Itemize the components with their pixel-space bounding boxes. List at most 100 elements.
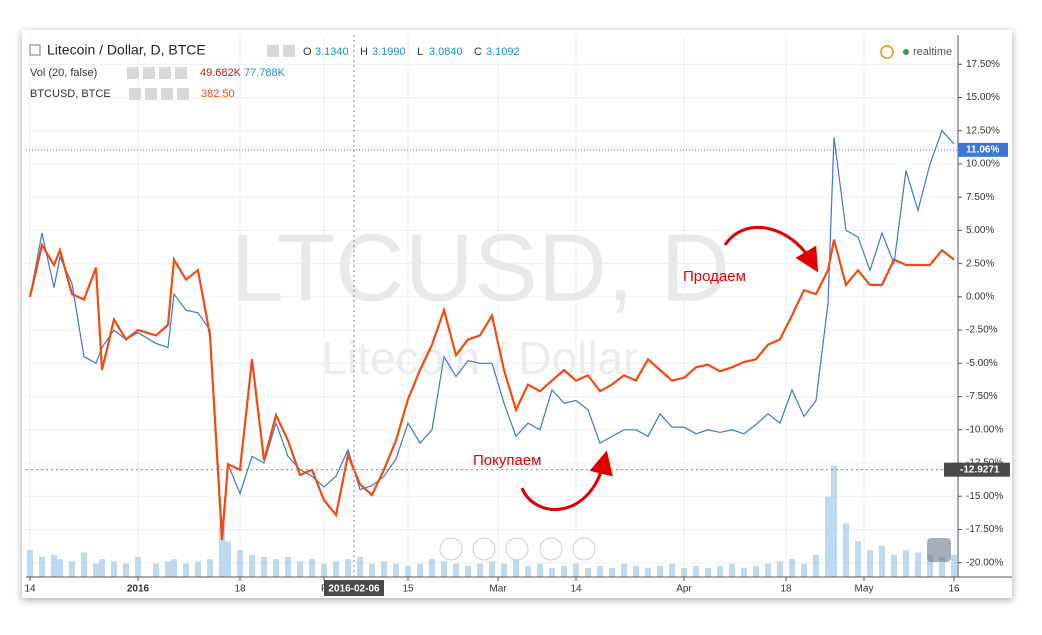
button[interactable] (267, 45, 279, 57)
volume-bar (717, 565, 723, 577)
crosshair-x-label: 2016-02-06 (328, 584, 380, 595)
volume-bar (525, 565, 531, 577)
buy-arrow (520, 450, 613, 511)
volume-bar (561, 565, 567, 577)
crosshair-x-box (324, 580, 384, 596)
volume-bar (657, 565, 663, 577)
button[interactable] (143, 67, 155, 79)
ohlc-value: 3.1340 (315, 46, 349, 58)
volume-bar (777, 561, 783, 577)
volume-bar (237, 550, 243, 577)
y-tick-label: -15.00% (966, 491, 1003, 502)
compare-legend-value: 382.50 (201, 88, 235, 100)
y-tick-label: -5.00% (966, 358, 998, 369)
volume-legend-ma: 77.788K (244, 67, 286, 79)
volume-bar (441, 561, 447, 577)
button[interactable] (505, 537, 529, 561)
series-line (28, 239, 955, 541)
button[interactable] (161, 88, 173, 100)
volume-bar (225, 541, 231, 577)
watermark-symbol: LTCUSD, D (230, 214, 730, 321)
sell-arrow (723, 225, 819, 273)
volume-bar (951, 554, 957, 577)
watermark-name: Litecoin / Dollar (321, 332, 638, 384)
y-tick-label: 7.50% (966, 192, 994, 203)
volume-bar (501, 563, 507, 577)
x-tick-label: 18 (780, 584, 792, 595)
volume-bar (621, 563, 627, 577)
volume-bar (939, 556, 945, 577)
last-value-label: 11.06% (966, 144, 999, 155)
button[interactable] (572, 537, 596, 561)
button[interactable] (145, 88, 157, 100)
button[interactable] (439, 537, 463, 561)
x-tick-label: Mar (489, 584, 507, 595)
volume-bar (219, 523, 225, 577)
button[interactable] (177, 88, 189, 100)
button[interactable] (283, 45, 295, 57)
volume-bar (693, 565, 699, 577)
series-line (29, 129, 955, 530)
volume-bar (597, 565, 603, 577)
volume-bar (645, 568, 651, 577)
y-tick-label: -17.50% (966, 524, 1003, 535)
y-tick-label: 12.50% (966, 125, 1000, 136)
volume-bar (345, 559, 351, 577)
volume-bar (249, 554, 255, 577)
y-tick-label: 10.00% (966, 159, 1000, 170)
volume-bar (57, 559, 63, 577)
x-tick-label: 14 (570, 584, 582, 595)
volume-bar (585, 568, 591, 577)
button[interactable] (127, 67, 139, 79)
x-tick-label: 14 (24, 584, 36, 595)
y-tick-label: 15.00% (966, 92, 1000, 103)
alert-icon[interactable] (880, 45, 894, 59)
volume-bar (681, 568, 687, 577)
button[interactable] (159, 67, 171, 79)
volume-bar (111, 561, 117, 577)
volume-bar (765, 563, 771, 577)
scroll-button[interactable] (927, 538, 951, 562)
volume-bar (369, 563, 375, 577)
ohlc-name: C (474, 46, 482, 58)
annotation: Продаем (683, 268, 746, 285)
volume-bar (183, 563, 189, 577)
volume-bar (99, 559, 105, 577)
y-tick-label: -20.00% (966, 557, 1003, 568)
volume-bar (573, 563, 579, 577)
button[interactable] (472, 537, 496, 561)
collapse-icon[interactable] (29, 44, 41, 56)
volume-bar (165, 561, 171, 577)
crosshair-y-box (944, 462, 1010, 477)
lines (28, 129, 955, 541)
button[interactable] (539, 537, 563, 561)
axes: -20.00%-17.50%-15.00%-12.50%-10.00%-7.50… (24, 35, 1010, 596)
volume-bar (729, 563, 735, 577)
volume-bar (633, 565, 639, 577)
button[interactable] (129, 88, 141, 100)
volume-bar (27, 550, 33, 577)
volume-bar (549, 568, 555, 577)
volume-bar (879, 545, 885, 577)
volume-bar (207, 559, 213, 577)
volume-bar (453, 563, 459, 577)
volume-bar (69, 561, 75, 577)
x-tick-label: 16 (948, 584, 960, 595)
ohlc-name: O (303, 46, 312, 58)
volume-bar (831, 465, 837, 577)
volume-bar (609, 568, 615, 577)
annotation: Покупаем (473, 452, 541, 469)
legend-buttons (127, 45, 295, 100)
button[interactable] (175, 67, 187, 79)
volume-bar (273, 559, 279, 577)
volume-bar (417, 563, 423, 577)
volume-bar (465, 565, 471, 577)
volume-bar (285, 556, 291, 577)
volume-bar (927, 554, 933, 577)
ohlc-value: 3.1990 (372, 46, 406, 58)
volume-bar (171, 559, 177, 577)
volume-bar (915, 552, 921, 577)
volume-bar (669, 563, 675, 577)
volume-bar (135, 556, 141, 577)
